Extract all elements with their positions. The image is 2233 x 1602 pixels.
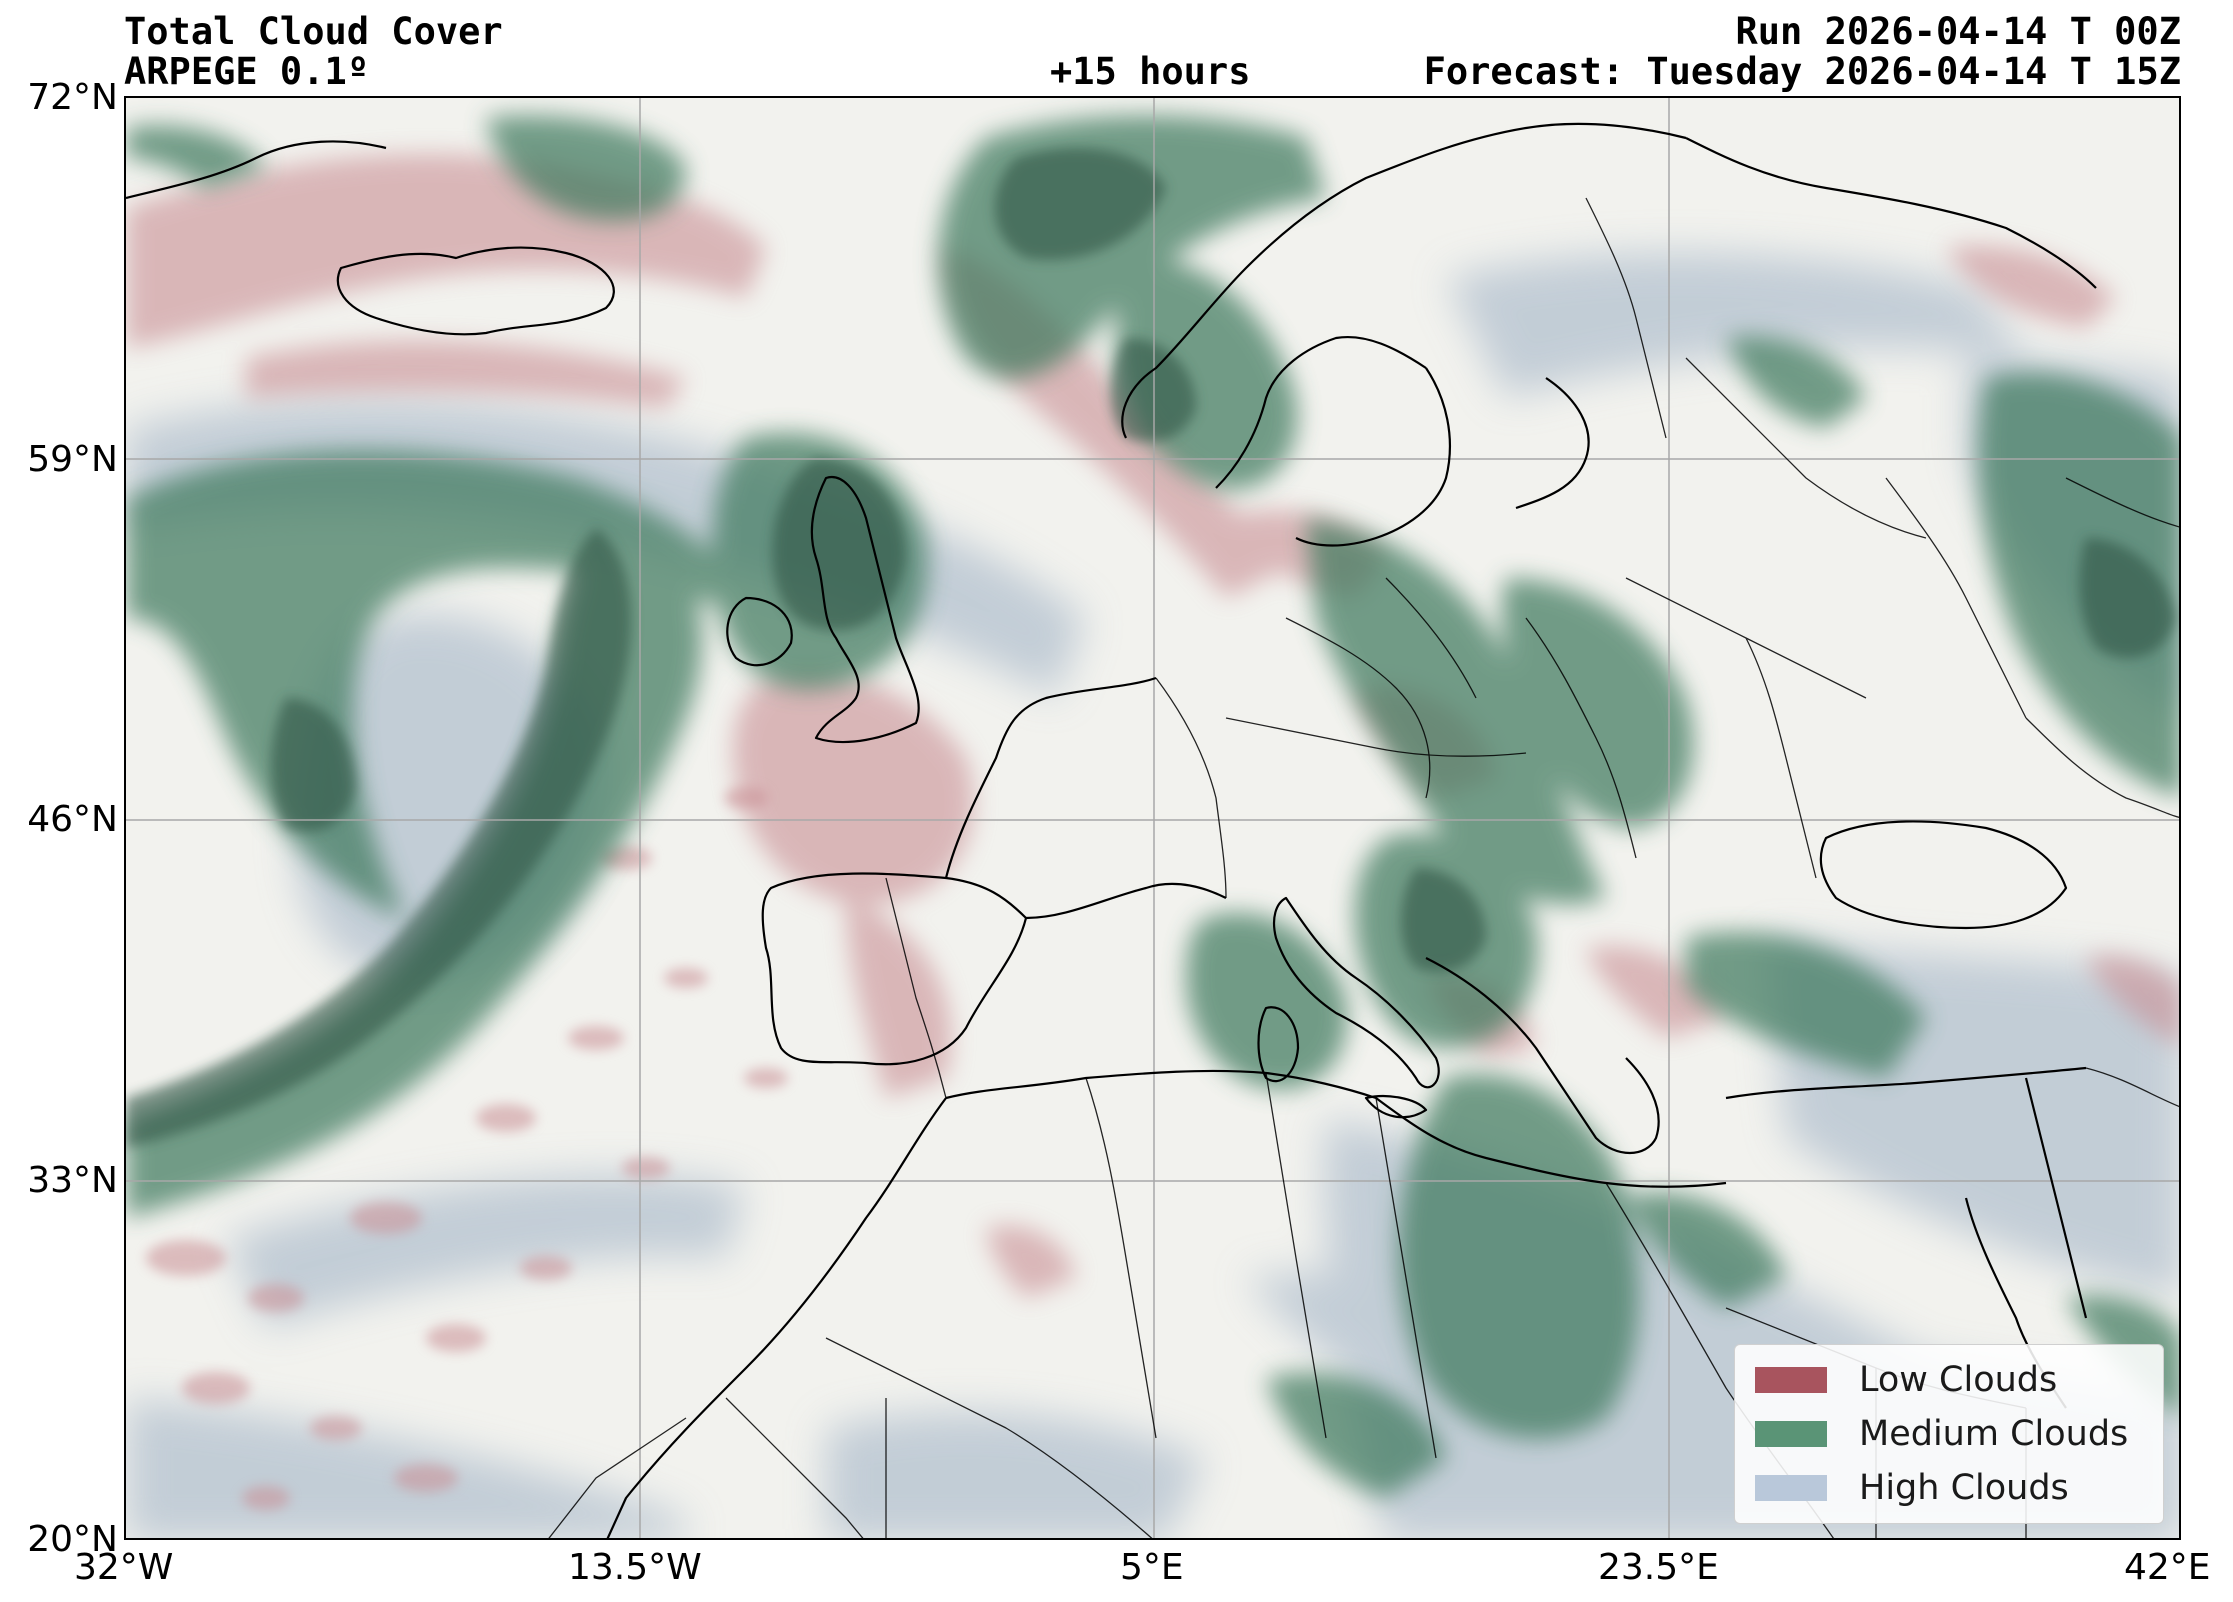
graticule — [126, 98, 2179, 1538]
lon-tick-5e: 5°E — [1120, 1547, 1184, 1588]
legend-label-medium: Medium Clouds — [1859, 1414, 2129, 1454]
lat-tick-59n: 59°N — [27, 439, 118, 480]
legend-swatch-low — [1755, 1367, 1827, 1393]
forecast-valid-label: Forecast: Tuesday 2026-04-14 T 15Z — [1423, 50, 2181, 93]
lon-tick-13-5w: 13.5°W — [568, 1547, 702, 1588]
model-label: ARPEGE 0.1º — [124, 50, 370, 93]
legend-label-low: Low Clouds — [1859, 1360, 2058, 1400]
medium-cloud-dark-cores — [126, 148, 2176, 1148]
cloud-cover-map: Low Clouds Medium Clouds High Clouds — [124, 96, 2181, 1540]
coastlines — [126, 122, 2097, 1538]
legend-swatch-medium — [1755, 1421, 1827, 1447]
lat-tick-72n: 72°N — [27, 77, 118, 118]
lead-time-label: +15 hours — [1050, 50, 1251, 93]
legend: Low Clouds Medium Clouds High Clouds — [1734, 1344, 2164, 1524]
lon-tick-32w: 32°W — [74, 1547, 174, 1588]
cloud-layers — [126, 98, 2179, 1538]
run-label: Run 2026-04-14 T 00Z — [1735, 10, 2181, 53]
lat-tick-33n: 33°N — [27, 1160, 118, 1201]
lat-tick-46n: 46°N — [27, 799, 118, 840]
lon-tick-42e: 42°E — [2124, 1547, 2211, 1588]
lon-tick-23-5e: 23.5°E — [1598, 1547, 1719, 1588]
lat-tick-20n: 20°N — [27, 1519, 118, 1560]
legend-label-high: High Clouds — [1859, 1468, 2069, 1508]
map-title: Total Cloud Cover — [124, 10, 503, 53]
legend-swatch-high — [1755, 1475, 1827, 1501]
low-cloud-speckles — [146, 787, 788, 1510]
